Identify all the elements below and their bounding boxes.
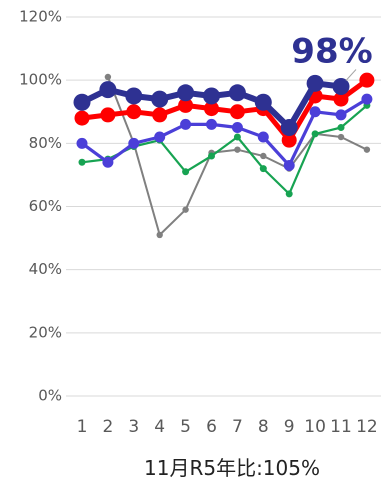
series-marker	[206, 118, 217, 130]
series-marker	[128, 137, 140, 149]
series-5	[73, 74, 350, 137]
leader-line	[345, 69, 357, 81]
series-marker	[335, 109, 347, 121]
series-marker	[156, 231, 163, 239]
chart-caption: 11月R5年比:105%	[144, 456, 320, 480]
series-marker	[73, 93, 91, 111]
x-tick-label: 7	[232, 417, 243, 437]
series-marker	[361, 93, 373, 105]
y-tick-label: 40%	[29, 260, 62, 278]
series-marker	[233, 133, 241, 141]
x-tick-label: 4	[154, 417, 165, 437]
x-tick-label: 11	[330, 417, 352, 437]
series-marker	[231, 122, 243, 134]
y-tick-label: 80%	[29, 134, 62, 152]
series-marker	[337, 133, 345, 141]
series-marker	[257, 131, 269, 143]
series-marker	[228, 84, 246, 102]
y-tick-label: 20%	[29, 323, 62, 341]
y-tick-label: 120%	[19, 8, 62, 26]
series-marker	[363, 146, 371, 153]
x-tick-label: 10	[304, 417, 326, 437]
x-axis-labels: 1 2 3 4 5 6 7 8 9 10 11 12	[77, 417, 378, 437]
series-marker	[254, 93, 272, 111]
series-marker	[182, 168, 190, 176]
series-marker	[333, 91, 349, 107]
series-marker	[208, 152, 215, 160]
x-tick-label: 6	[206, 417, 217, 437]
series-marker	[102, 156, 114, 168]
series-marker	[280, 119, 298, 137]
series-marker	[125, 87, 143, 105]
series-marker	[260, 152, 267, 160]
x-tick-label: 2	[102, 417, 113, 437]
series-group	[73, 72, 375, 239]
series-marker	[259, 165, 267, 173]
series-3	[76, 93, 373, 171]
series-marker	[283, 159, 295, 171]
x-tick-label: 12	[356, 417, 378, 437]
y-tick-label: 60%	[29, 197, 62, 215]
x-tick-label: 8	[258, 417, 269, 437]
series-marker	[332, 77, 350, 95]
x-tick-label: 3	[128, 417, 139, 437]
series-marker	[177, 84, 195, 102]
series-marker	[229, 104, 245, 120]
series-marker	[126, 104, 142, 120]
series-marker	[78, 158, 86, 166]
series-marker	[281, 132, 297, 148]
series-marker	[76, 137, 88, 149]
series-marker	[285, 190, 293, 198]
y-axis-labels: 0% 20% 40% 60% 80% 100% 120%	[19, 8, 62, 405]
series-marker	[359, 72, 375, 88]
series-marker	[234, 146, 241, 153]
series-marker	[99, 81, 117, 99]
annotations: 98%	[291, 31, 373, 81]
series-line	[80, 104, 368, 195]
series-marker	[309, 106, 321, 118]
x-tick-label: 1	[77, 417, 88, 437]
series-marker	[178, 97, 194, 113]
series-marker	[180, 118, 192, 130]
series-marker	[104, 73, 112, 81]
series-marker	[337, 124, 345, 132]
gridlines	[66, 16, 381, 397]
series-marker	[306, 74, 324, 92]
series-marker	[152, 107, 168, 123]
series-marker	[182, 206, 189, 213]
series-marker	[151, 90, 169, 108]
series-marker	[154, 131, 166, 143]
x-tick-label: 9	[284, 417, 295, 437]
x-tick-label: 5	[180, 417, 191, 437]
series-marker	[100, 107, 116, 123]
y-tick-label: 0%	[38, 387, 62, 405]
series-marker	[74, 110, 90, 126]
series-marker	[204, 101, 219, 117]
y-tick-label: 100%	[19, 71, 62, 89]
series-marker	[311, 130, 319, 138]
data-label: 98%	[291, 31, 372, 71]
series-marker	[203, 87, 220, 105]
